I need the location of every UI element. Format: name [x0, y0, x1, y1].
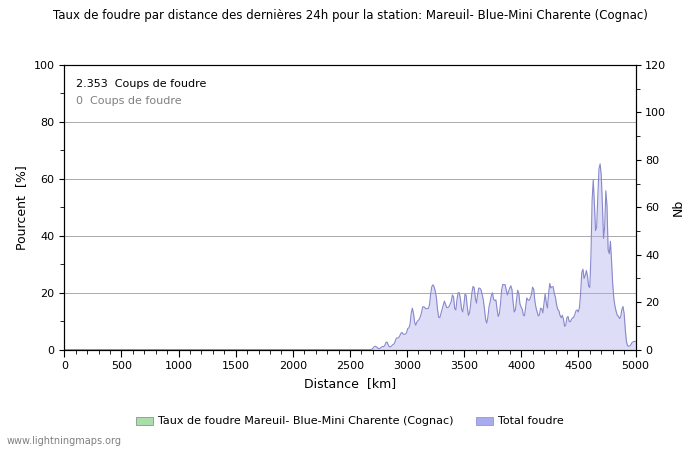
Text: 0  Coups de foudre: 0 Coups de foudre: [76, 96, 181, 106]
Y-axis label: Nb: Nb: [672, 199, 685, 216]
Text: 2.353  Coups de foudre: 2.353 Coups de foudre: [76, 79, 206, 89]
X-axis label: Distance  [km]: Distance [km]: [304, 377, 396, 390]
Text: Taux de foudre par distance des dernières 24h pour la station: Mareuil- Blue-Min: Taux de foudre par distance des dernière…: [52, 9, 648, 22]
Legend: Taux de foudre Mareuil- Blue-Mini Charente (Cognac), Total foudre: Taux de foudre Mareuil- Blue-Mini Charen…: [132, 412, 568, 431]
Text: www.lightningmaps.org: www.lightningmaps.org: [7, 436, 122, 446]
Y-axis label: Pourcent  [%]: Pourcent [%]: [15, 165, 28, 250]
